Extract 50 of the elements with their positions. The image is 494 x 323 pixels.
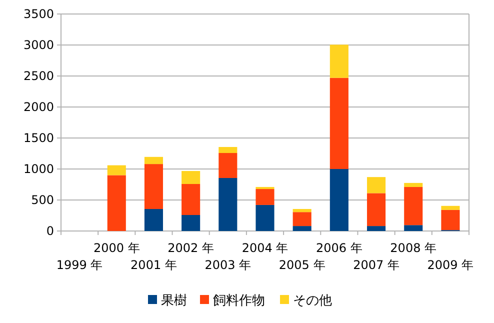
legend-label: その他	[293, 294, 332, 309]
x-tick-label: 2005 年	[278, 258, 326, 272]
y-tick-label: 3500	[23, 7, 54, 22]
bar	[107, 175, 126, 231]
bar	[218, 153, 238, 178]
x-tick-label: 2002 年	[168, 241, 214, 256]
x-tick-label: 2003 年	[204, 258, 252, 272]
bar	[441, 210, 460, 230]
x-tick-label: 2007 年	[353, 258, 400, 272]
bar	[292, 226, 312, 231]
y-tick-label: 3000	[23, 38, 54, 52]
y-tick-label: 2500	[23, 69, 54, 84]
x-tick-label: 2009 年	[427, 258, 474, 272]
x-tick-label: 2001 年	[130, 258, 177, 272]
legend-label: 果樹	[161, 294, 187, 309]
y-tick-label: 500	[31, 193, 54, 208]
bar	[182, 184, 200, 216]
x-tick-label: 2000 年	[93, 241, 140, 256]
bar	[107, 165, 126, 176]
bar	[441, 206, 460, 210]
bar	[218, 146, 238, 154]
x-tick-label: 2008 年	[390, 241, 437, 256]
bar	[144, 208, 163, 231]
x-tick-label: 2004 年	[242, 241, 288, 256]
bar	[404, 186, 423, 226]
bar	[256, 186, 274, 190]
bar	[144, 156, 163, 164]
bar	[330, 169, 348, 231]
bar	[404, 225, 423, 231]
bar	[367, 177, 386, 194]
y-tick-label: 2000	[23, 100, 54, 114]
x-tick-label: 1999 年	[56, 258, 103, 272]
bar	[182, 215, 200, 231]
bar	[367, 193, 386, 226]
legend-label: 飼料作物	[213, 294, 265, 309]
bar	[292, 212, 312, 226]
y-tick-label: 1500	[23, 131, 54, 146]
bar	[292, 208, 312, 212]
bar	[144, 164, 163, 209]
y-tick-label: 0	[46, 224, 54, 238]
x-tick-label: 2006 年	[316, 241, 362, 256]
bar	[330, 44, 348, 78]
bar	[256, 204, 274, 231]
bar	[218, 178, 238, 231]
bar	[404, 182, 423, 187]
y-tick-label: 1000	[23, 162, 54, 176]
bar	[367, 226, 386, 231]
bar	[330, 78, 348, 169]
bar	[256, 189, 274, 205]
bar	[182, 170, 200, 184]
